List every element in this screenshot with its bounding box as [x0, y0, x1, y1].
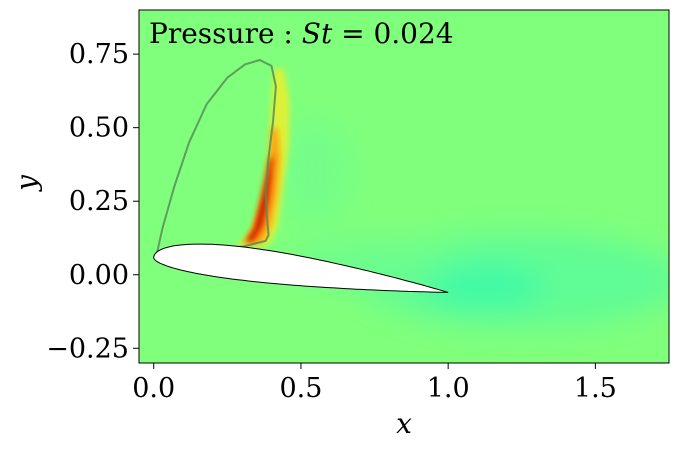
- y-tick-label: 0.50: [69, 113, 129, 144]
- x-axis: 0.0 0.5 1.0 1.5: [132, 363, 617, 404]
- wake-core: [424, 265, 543, 308]
- y-tick-label: −0.25: [46, 333, 129, 364]
- sheet-yellow-band: [236, 68, 290, 249]
- x-tick-label: 0.0: [132, 373, 175, 404]
- chart-title: Pressure : St = 0.024: [149, 17, 454, 50]
- vortex-loop: [155, 58, 277, 256]
- x-tick-label: 1.0: [427, 373, 470, 404]
- upper-low-region: [280, 118, 351, 225]
- x-tick-label: 1.5: [574, 373, 617, 404]
- y-tick-label: 0.00: [69, 260, 129, 291]
- y-tick-label: 0.75: [69, 39, 129, 70]
- x-tick-label: 0.5: [279, 373, 322, 404]
- x-axis-label: x: [396, 407, 412, 440]
- pressure-field: [153, 58, 669, 328]
- y-axis: −0.25 0.00 0.25 0.50 0.75: [46, 39, 139, 364]
- plot-frame: [138, 9, 670, 364]
- y-axis-label: y: [10, 174, 43, 193]
- airfoil: [153, 243, 449, 293]
- low-pressure-wake: [280, 118, 669, 328]
- y-tick-label: 0.25: [69, 186, 129, 217]
